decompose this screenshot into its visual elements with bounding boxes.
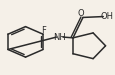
Text: OH: OH	[99, 12, 112, 21]
Text: O: O	[77, 9, 84, 18]
Text: F: F	[40, 26, 45, 35]
Text: NH: NH	[53, 33, 66, 42]
